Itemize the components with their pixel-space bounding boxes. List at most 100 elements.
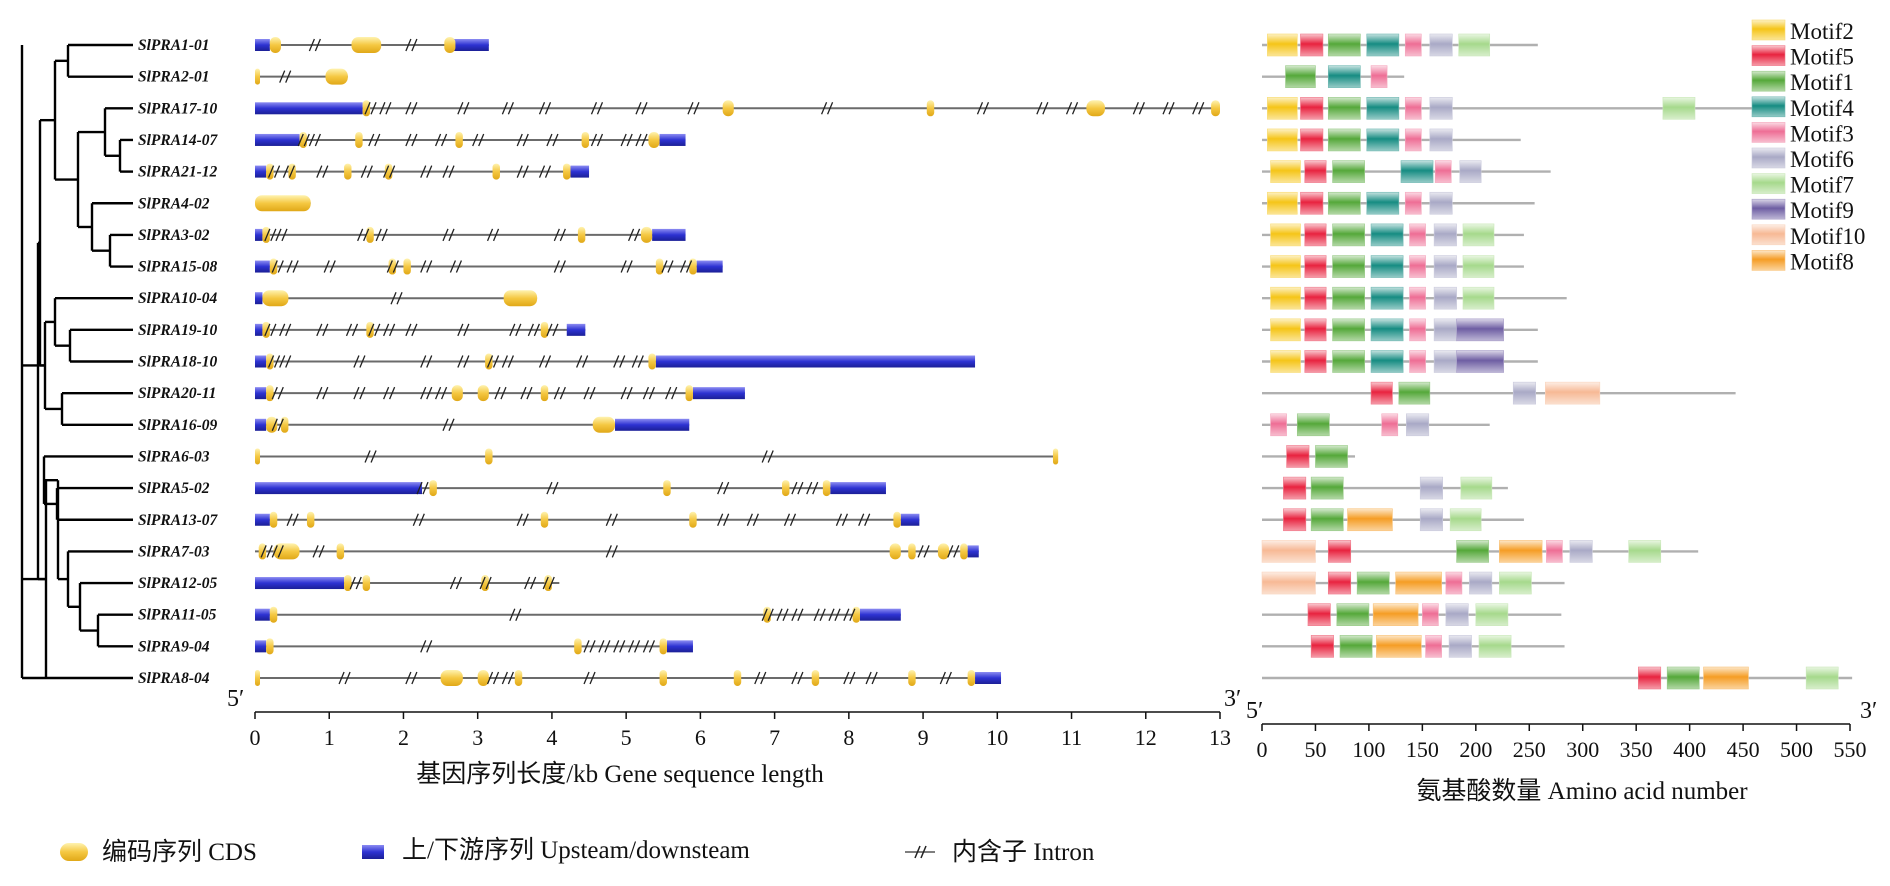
intron-mark <box>605 545 618 558</box>
intron-mark <box>516 133 529 147</box>
motif-box-motif1 <box>1332 223 1365 247</box>
gene-name: SlPRA4-02 <box>138 195 210 212</box>
cds-exon <box>455 131 463 148</box>
intron-mark <box>312 545 325 558</box>
intron-mark <box>416 481 429 495</box>
motif-legend-swatch <box>1751 96 1786 118</box>
utr-segment <box>451 39 489 51</box>
intron-mark <box>605 513 618 526</box>
motif-legend-label: Motif6 <box>1790 147 1854 172</box>
intron-mark <box>264 228 277 242</box>
intron-mark <box>357 228 370 242</box>
intron-mark <box>627 228 641 242</box>
cds-exon <box>563 163 571 180</box>
motif-box-motif1 <box>1285 65 1316 88</box>
motif-legend-swatch <box>1751 45 1786 66</box>
motif-box-motif4 <box>1370 223 1404 247</box>
intron-mark <box>783 513 797 526</box>
motif-box-motif2 <box>1270 286 1301 310</box>
intron-mark <box>820 102 834 115</box>
motif-box-motif3 <box>1409 286 1426 310</box>
utr-segment <box>255 387 267 400</box>
cds-exon <box>362 100 371 117</box>
cds-exon <box>262 290 289 307</box>
intron-mark <box>286 260 299 273</box>
motif-box-motif2 <box>1267 191 1298 215</box>
cds-exon <box>1086 100 1105 117</box>
motif-box-motif5 <box>1304 318 1327 342</box>
cds-exon <box>280 416 289 433</box>
gene-axis-tick-label: 10 <box>986 725 1008 750</box>
cds-exon <box>514 670 523 686</box>
cds-exon <box>485 448 493 465</box>
gene-axis-tick-label: 1 <box>324 725 335 750</box>
motif-box-motif6 <box>1433 350 1457 373</box>
motif-panel <box>1261 33 1853 690</box>
intron-mark <box>501 671 514 685</box>
gene-axis-tick-label: 13 <box>1209 725 1231 750</box>
intron-mark <box>353 386 366 400</box>
intron-mark <box>442 165 455 178</box>
intron-mark <box>620 260 633 273</box>
cds-exon <box>540 511 549 528</box>
motif-box-motif3 <box>1409 350 1426 373</box>
motif-box-motif3 <box>1381 413 1399 437</box>
intron-mark <box>383 386 396 400</box>
cds-exon <box>574 638 582 655</box>
cds-exon <box>266 416 278 433</box>
cds-exon <box>485 353 493 370</box>
motif-box-motif6 <box>1429 191 1453 215</box>
intron-mark <box>405 671 418 685</box>
motif-box-motif6 <box>1433 286 1457 310</box>
intron-mark <box>271 386 284 400</box>
intron-mark <box>642 640 656 653</box>
motif-box-motif2 <box>1267 97 1298 120</box>
intron-mark <box>1192 102 1205 115</box>
gene-name: SlPRA15-08 <box>138 259 217 276</box>
intron-mark <box>264 323 277 337</box>
cds-exon <box>926 100 935 117</box>
gene-axis-tick-label: 2 <box>398 725 409 750</box>
intron-mark <box>449 576 463 590</box>
cds-exon <box>908 670 916 686</box>
intron-mark <box>267 165 281 178</box>
motif-legend-label: Motif7 <box>1790 173 1854 198</box>
motif-box-motif4 <box>1366 128 1400 152</box>
motif-box-motif6 <box>1569 540 1593 563</box>
intron-mark <box>364 450 377 463</box>
motif-box-motif5 <box>1327 571 1352 595</box>
utr-segment <box>666 640 693 653</box>
gene-name: SlPRA10-04 <box>138 290 217 307</box>
motif-box-motif8 <box>1347 508 1393 532</box>
intron-mark <box>791 608 804 621</box>
motif-box-motif5 <box>1370 381 1393 405</box>
motif-box-motif6 <box>1433 318 1457 342</box>
motif-box-motif7 <box>1460 476 1493 500</box>
intron-mark <box>509 608 522 621</box>
intron-mark <box>279 355 292 368</box>
gene-name: SlPRA20-11 <box>138 385 216 402</box>
motif-legend-label: Motif4 <box>1790 96 1854 121</box>
cds-exon <box>255 68 260 85</box>
gene-name: SlPRA8-04 <box>138 670 210 687</box>
cds-exon <box>255 195 311 212</box>
motif-box-motif3 <box>1270 413 1287 437</box>
intron-mark <box>843 671 856 685</box>
motif-legend: Motif2Motif5Motif1Motif4Motif3Motif6Moti… <box>1751 19 1865 274</box>
motif-box-motif7 <box>1499 571 1532 595</box>
intron-mark <box>590 102 604 115</box>
intron-mark <box>661 260 674 273</box>
motif-legend-swatch <box>1751 19 1786 41</box>
intron-mark <box>761 608 774 621</box>
intron-mark <box>368 133 381 147</box>
cds-exon <box>366 321 374 338</box>
intron-mark <box>642 386 656 400</box>
gene-axis-tick-label: 11 <box>1061 725 1082 750</box>
motif-box-motif5 <box>1310 635 1334 658</box>
gene-axis-label: 基因序列长度/kb Gene sequence length <box>416 760 824 788</box>
motif-box-motif5 <box>1304 350 1327 373</box>
cds-exon <box>492 163 500 180</box>
motif-box-motif7 <box>1628 540 1662 563</box>
aa-axis-tick-label: 500 <box>1780 737 1813 762</box>
cds-exon <box>444 37 456 53</box>
